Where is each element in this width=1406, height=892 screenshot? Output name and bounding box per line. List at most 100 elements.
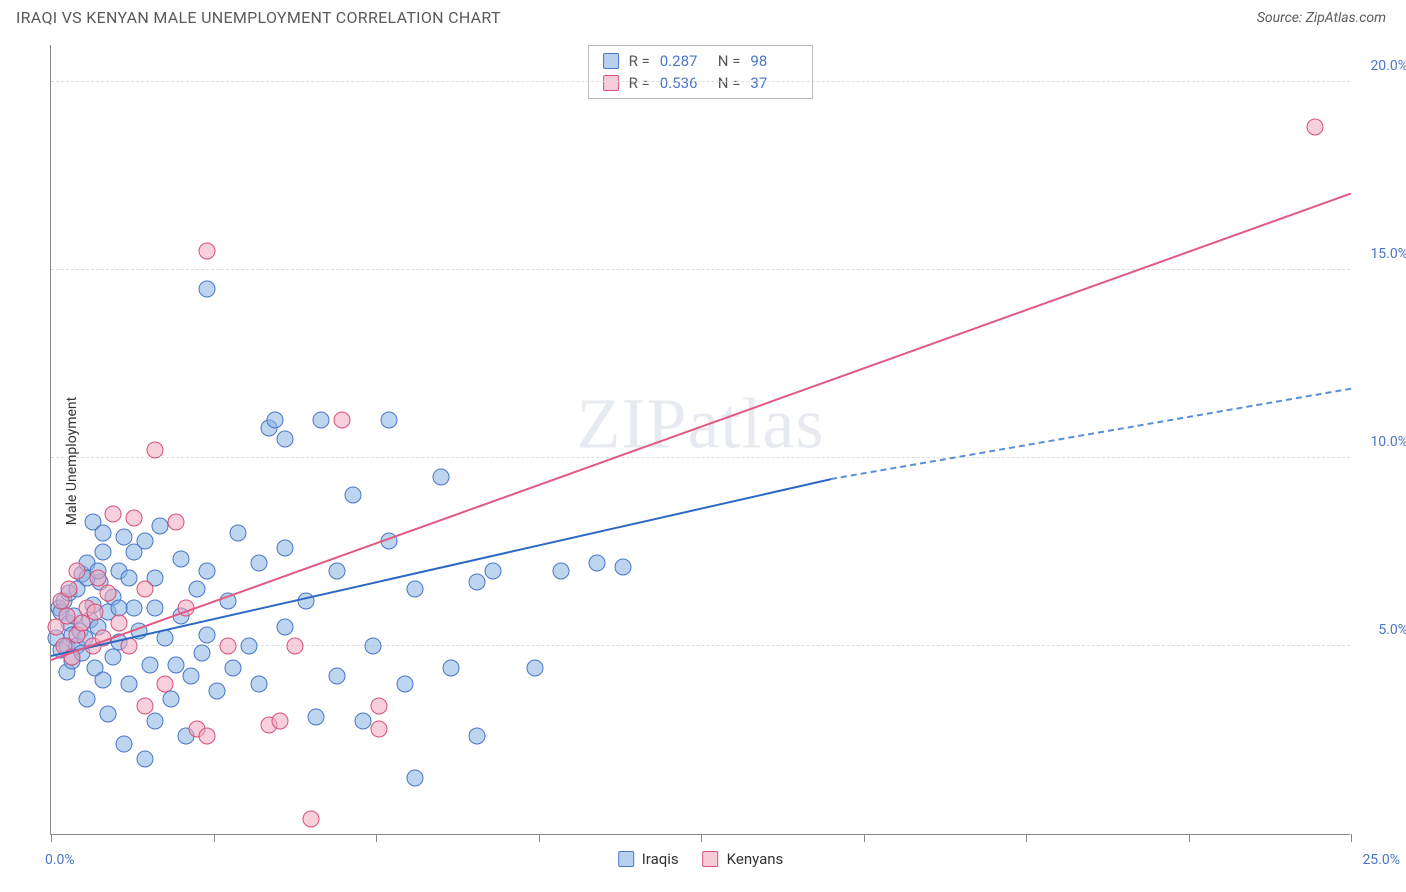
scatter-point bbox=[126, 510, 143, 527]
n-value: 37 bbox=[750, 74, 798, 92]
scatter-point bbox=[552, 562, 569, 579]
scatter-point bbox=[225, 660, 242, 677]
scatter-point bbox=[121, 675, 138, 692]
scatter-point bbox=[277, 540, 294, 557]
swatch-icon bbox=[603, 53, 619, 69]
scatter-point bbox=[365, 637, 382, 654]
scatter-point bbox=[344, 487, 361, 504]
scatter-point bbox=[79, 690, 96, 707]
trend-line bbox=[831, 388, 1351, 480]
x-tick bbox=[701, 834, 702, 842]
x-tick bbox=[51, 834, 52, 842]
x-tick bbox=[1189, 834, 1190, 842]
x-tick bbox=[1351, 834, 1352, 842]
y-tick-label: 10.0% bbox=[1370, 434, 1406, 450]
scatter-point bbox=[219, 637, 236, 654]
scatter-point bbox=[100, 705, 117, 722]
scatter-point bbox=[407, 581, 424, 598]
gridline bbox=[51, 457, 1350, 458]
x-axis-min-label: 0.0% bbox=[45, 852, 75, 868]
y-tick-label: 5.0% bbox=[1378, 622, 1406, 638]
scatter-point bbox=[370, 720, 387, 737]
scatter-point bbox=[329, 668, 346, 685]
scatter-point bbox=[271, 713, 288, 730]
scatter-point bbox=[69, 562, 86, 579]
scatter-point bbox=[308, 709, 325, 726]
scatter-point bbox=[381, 412, 398, 429]
scatter-point bbox=[87, 604, 104, 621]
scatter-point bbox=[183, 668, 200, 685]
scatter-point bbox=[152, 517, 169, 534]
scatter-point bbox=[1306, 118, 1323, 135]
x-tick bbox=[1026, 834, 1027, 842]
scatter-point bbox=[95, 525, 112, 542]
stats-row-iraqis: R = 0.287 N = 98 bbox=[603, 50, 799, 72]
stats-row-kenyans: R = 0.536 N = 37 bbox=[603, 72, 799, 94]
legend-item-iraqis: Iraqis bbox=[618, 850, 679, 868]
scatter-point bbox=[110, 615, 127, 632]
chart-area: Male Unemployment ZIPatlas R = 0.287 N =… bbox=[0, 35, 1406, 887]
stats-legend-box: R = 0.287 N = 98 R = 0.536 N = 37 bbox=[588, 45, 814, 99]
scatter-point bbox=[199, 242, 216, 259]
swatch-icon bbox=[618, 851, 634, 867]
r-label: R = bbox=[629, 74, 650, 92]
scatter-point bbox=[526, 660, 543, 677]
scatter-point bbox=[240, 637, 257, 654]
gridline bbox=[51, 269, 1350, 270]
scatter-point bbox=[277, 619, 294, 636]
scatter-point bbox=[141, 656, 158, 673]
series-legend: Iraqis Kenyans bbox=[618, 850, 784, 868]
r-value: 0.287 bbox=[660, 52, 708, 70]
scatter-point bbox=[105, 649, 122, 666]
scatter-point bbox=[61, 581, 78, 598]
scatter-point bbox=[136, 581, 153, 598]
scatter-point bbox=[115, 528, 132, 545]
scatter-point bbox=[251, 675, 268, 692]
scatter-point bbox=[209, 683, 226, 700]
scatter-point bbox=[136, 750, 153, 767]
scatter-point bbox=[355, 713, 372, 730]
scatter-point bbox=[115, 735, 132, 752]
scatter-point bbox=[370, 698, 387, 715]
plot-region: ZIPatlas R = 0.287 N = 98 R = 0.536 N = … bbox=[50, 45, 1350, 835]
scatter-point bbox=[199, 728, 216, 745]
gridline bbox=[51, 81, 1350, 82]
scatter-point bbox=[199, 626, 216, 643]
source-attribution: Source: ZipAtlas.com bbox=[1257, 10, 1386, 26]
scatter-point bbox=[303, 810, 320, 827]
n-label: N = bbox=[718, 74, 741, 92]
scatter-point bbox=[89, 570, 106, 587]
scatter-point bbox=[199, 562, 216, 579]
scatter-point bbox=[287, 637, 304, 654]
trend-line bbox=[51, 193, 1352, 661]
scatter-point bbox=[469, 728, 486, 745]
scatter-point bbox=[95, 671, 112, 688]
legend-label: Kenyans bbox=[727, 850, 784, 868]
scatter-point bbox=[469, 573, 486, 590]
scatter-point bbox=[105, 506, 122, 523]
scatter-point bbox=[396, 675, 413, 692]
chart-title: IRAQI VS KENYAN MALE UNEMPLOYMENT CORREL… bbox=[16, 8, 501, 27]
legend-item-kenyans: Kenyans bbox=[703, 850, 784, 868]
scatter-point bbox=[147, 600, 164, 617]
scatter-point bbox=[100, 585, 117, 602]
scatter-point bbox=[167, 513, 184, 530]
scatter-point bbox=[329, 562, 346, 579]
scatter-point bbox=[147, 442, 164, 459]
scatter-point bbox=[313, 412, 330, 429]
x-tick bbox=[376, 834, 377, 842]
scatter-point bbox=[188, 581, 205, 598]
legend-label: Iraqis bbox=[642, 850, 679, 868]
scatter-point bbox=[334, 412, 351, 429]
n-label: N = bbox=[718, 52, 741, 70]
scatter-point bbox=[173, 551, 190, 568]
y-tick-label: 15.0% bbox=[1370, 246, 1406, 262]
scatter-point bbox=[443, 660, 460, 677]
scatter-point bbox=[167, 656, 184, 673]
r-label: R = bbox=[629, 52, 650, 70]
scatter-point bbox=[147, 713, 164, 730]
scatter-point bbox=[157, 675, 174, 692]
x-tick bbox=[214, 834, 215, 842]
scatter-point bbox=[95, 543, 112, 560]
r-value: 0.536 bbox=[660, 74, 708, 92]
